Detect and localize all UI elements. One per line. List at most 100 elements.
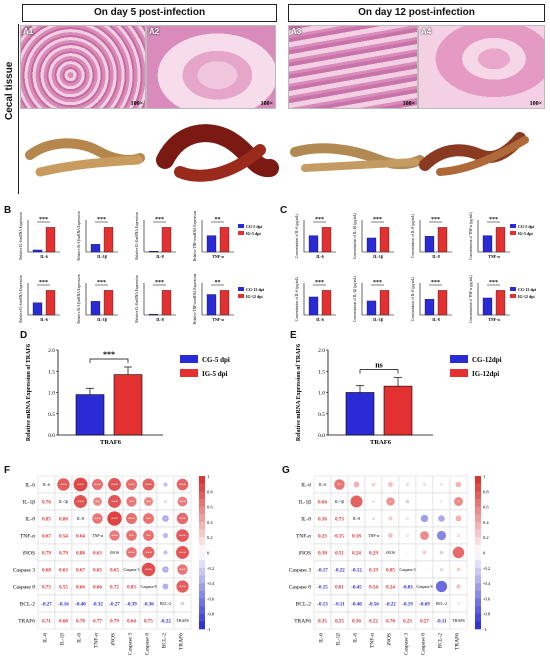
- diag-label: Caspase 3: [123, 567, 139, 572]
- sig-label: **: [146, 500, 151, 505]
- sig-label: **: [95, 500, 100, 505]
- legend-label: CG-5 dpi: [518, 224, 535, 229]
- y-axis-label: Concentration of IL-1β (pg/mL): [353, 275, 357, 322]
- colorbar-segment: [199, 560, 205, 569]
- corr-value: -0.36: [143, 603, 154, 608]
- corr-value: -0.45: [351, 586, 362, 591]
- chart-f: IL-6 IL-6 IL-1β IL-1β IL-8 IL-8 TNF-α TNF-α iNOS…: [13, 474, 215, 655]
- corr-value: 0.05: [386, 569, 395, 574]
- cecum-photo-ig12: [419, 132, 529, 176]
- y-axis-label: Relative TNF-α mRNA Expression: [193, 210, 197, 261]
- diag-label: TNF-α: [368, 533, 379, 538]
- y-tick-label: 1.0: [48, 391, 55, 397]
- corr-value: 0.55: [335, 620, 344, 625]
- sig-label: ***: [155, 280, 164, 286]
- x-tick-label: TRAF6: [100, 439, 122, 446]
- colorbar-segment: [199, 613, 205, 622]
- corr-circle: [455, 481, 462, 488]
- corr-circle: [423, 568, 426, 571]
- corr-value: 0.70: [76, 620, 85, 625]
- grid-cell: [173, 611, 192, 630]
- bar: [321, 227, 332, 253]
- histology-image-a3: A3 100×: [288, 25, 418, 109]
- corr-circle: [440, 483, 443, 486]
- sig-label: ***: [77, 500, 85, 505]
- legend-label: IG-5 dpi: [202, 370, 228, 378]
- corr-circle: [73, 494, 88, 509]
- sig-label: ***: [431, 280, 440, 286]
- x-tick-label: TRAF6: [370, 439, 392, 446]
- corr-value: 0.64: [318, 501, 327, 506]
- diag-label: Caspase 3: [399, 567, 415, 572]
- magnification-a3: 100×: [402, 101, 415, 107]
- corr-value: -0.03: [402, 586, 413, 591]
- colorbar-tick-label: 0: [483, 551, 486, 556]
- colorbar-segment: [199, 521, 205, 530]
- corr-value: 0.88: [76, 552, 85, 557]
- corr-circle: [457, 602, 460, 605]
- col-label: IL-6: [43, 633, 49, 643]
- colorbar-segment: [199, 552, 205, 561]
- sig-label: ***: [489, 280, 498, 286]
- panel-label-a4: A4: [421, 27, 432, 36]
- corr-value: 0.51: [335, 552, 344, 557]
- corr-circle: [162, 566, 169, 573]
- corr-circle: [423, 500, 426, 503]
- corr-value: -0.22: [385, 603, 396, 608]
- bar: [32, 302, 43, 316]
- legend-label: CG-5 dpi: [202, 356, 230, 364]
- row-label: BCL-2: [20, 602, 36, 608]
- corr-value: -0.22: [334, 569, 345, 574]
- colorbar-segment: [475, 498, 481, 507]
- corr-value: 0.75: [144, 620, 153, 625]
- corr-circle: [143, 513, 154, 524]
- sig-label: ***: [431, 217, 440, 223]
- corr-value: 0.76: [42, 501, 51, 506]
- corr-circle: [405, 533, 410, 538]
- panel-label-f: F: [4, 465, 11, 476]
- legend-swatch: [510, 294, 516, 298]
- corr-circle: [454, 497, 463, 506]
- chart-d: Relative mRNA Expression of TRAF6 0.0 0.5 1…: [26, 344, 230, 446]
- colorbar-segment: [475, 506, 481, 515]
- cecum-photo-cg5: [25, 138, 145, 177]
- diag-label: Caspase 8: [140, 584, 156, 589]
- diag-label: BCL-2: [436, 601, 447, 606]
- panel-label-a1: A1: [23, 27, 34, 36]
- sig-label: ***: [128, 517, 136, 522]
- col-label: TRAF6: [179, 633, 185, 650]
- corr-circle: [163, 550, 168, 555]
- row-label: IL-8: [301, 517, 311, 523]
- sig-label: ***: [179, 483, 187, 488]
- bar: [424, 236, 435, 253]
- corr-value: 0.54: [369, 586, 378, 591]
- corr-value: 0.18: [352, 535, 361, 540]
- bar: [75, 394, 105, 436]
- corr-value: 0.24: [386, 586, 395, 591]
- sig-label: **: [215, 217, 221, 223]
- sig-label: ns: [375, 361, 383, 370]
- y-tick-label: 1.5: [318, 369, 325, 375]
- legend-label: IG-12 dpi: [518, 294, 535, 299]
- col-label: BCL-2: [162, 633, 168, 649]
- corr-value: 0.66: [93, 586, 102, 591]
- panel-label-a3: A3: [291, 27, 302, 36]
- sig-label: ***: [111, 534, 119, 539]
- corr-value: 0.83: [127, 586, 136, 591]
- colorbar-segment: [199, 544, 205, 553]
- corr-circle: [107, 511, 122, 526]
- corr-circle: [164, 500, 167, 503]
- bar: [103, 290, 114, 316]
- corr-value: -0.19: [402, 603, 413, 608]
- colorbar-tick-label: 0.2: [207, 535, 213, 540]
- col-label: TNF-α: [94, 633, 100, 648]
- corr-circle: [420, 531, 429, 540]
- col-label: IL-8: [353, 633, 359, 643]
- corr-circle: [176, 546, 189, 559]
- corr-circle: [144, 497, 153, 506]
- diag-label: IL-1β: [59, 499, 68, 504]
- corr-circle: [420, 514, 429, 523]
- diag-label: IL-6: [43, 482, 50, 487]
- corr-circle: [456, 533, 461, 538]
- row-label: IL-6: [301, 483, 311, 489]
